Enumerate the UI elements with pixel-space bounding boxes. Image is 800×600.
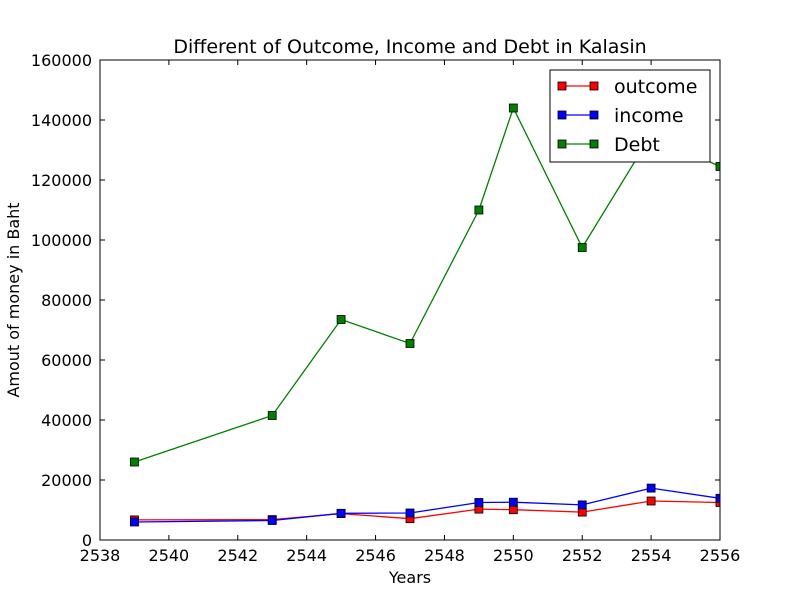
x-tick-label: 2550: [493, 546, 534, 565]
data-point: [130, 457, 139, 467]
y-tick-label: 20000: [41, 471, 92, 490]
x-axis: 2538 2540 2542 2544 2546 2548 2550 2552 2554 2556: [80, 60, 741, 565]
y-tick-label: 100000: [31, 231, 92, 250]
x-tick-label: 2544: [286, 546, 327, 565]
series-income: [130, 483, 720, 527]
legend-marker: [557, 81, 567, 91]
y-tick-label: 160000: [31, 51, 92, 70]
data-point: [508, 103, 518, 113]
y-tick-label: 60000: [41, 351, 92, 370]
x-tick-label: 2538: [80, 546, 121, 565]
data-point: [405, 339, 415, 348]
x-tick-label: 2548: [424, 546, 465, 565]
chart-title: Different of Outcome, Income and Debt in…: [173, 36, 646, 58]
data-point: [715, 162, 720, 171]
legend-marker: [557, 139, 567, 149]
data-point: [336, 508, 346, 518]
legend-label: income: [614, 105, 684, 127]
legend-entry-income: income: [557, 105, 684, 127]
data-point: [267, 516, 277, 525]
data-point: [577, 243, 587, 252]
x-tick-label: 2546: [355, 546, 396, 565]
legend: outcome income Debt: [549, 69, 711, 163]
y-tick-label: 120000: [31, 171, 92, 190]
data-point: [508, 505, 518, 515]
data-point: [646, 496, 656, 506]
x-tick-label: 2542: [217, 546, 258, 565]
data-point: [474, 498, 484, 507]
data-point: [336, 315, 346, 324]
legend-marker: [557, 110, 567, 120]
x-tick-label: 2552: [562, 546, 603, 565]
y-axis: 0 20000 40000 60000 80000 100000 120000 140000 1…: [31, 51, 720, 550]
x-tick-label: 2540: [149, 546, 190, 565]
legend-marker: [589, 110, 599, 120]
legend-marker: [589, 139, 599, 149]
data-point: [130, 517, 139, 527]
x-tick-label: 2556: [700, 546, 741, 565]
legend-label: outcome: [614, 76, 697, 98]
data-point: [646, 483, 656, 493]
legend-entry-debt: Debt: [557, 134, 660, 156]
legend-label: Debt: [614, 134, 660, 156]
y-axis-label: Amout of money in Baht: [4, 202, 23, 397]
data-point: [267, 411, 277, 420]
data-point: [405, 508, 415, 518]
legend-marker: [589, 81, 599, 91]
data-point: [715, 493, 720, 503]
y-tick-label: 80000: [41, 291, 92, 310]
data-point: [577, 500, 587, 510]
legend-box: [549, 69, 711, 163]
y-tick-label: 40000: [41, 411, 92, 430]
x-axis-label: Years: [388, 568, 431, 587]
series-layer: [130, 103, 720, 527]
y-tick-label: 140000: [31, 111, 92, 130]
data-point: [508, 497, 518, 507]
y-tick-label: 0: [82, 531, 92, 550]
x-tick-label: 2554: [631, 546, 672, 565]
legend-entry-outcome: outcome: [557, 76, 697, 98]
data-point: [474, 205, 484, 215]
